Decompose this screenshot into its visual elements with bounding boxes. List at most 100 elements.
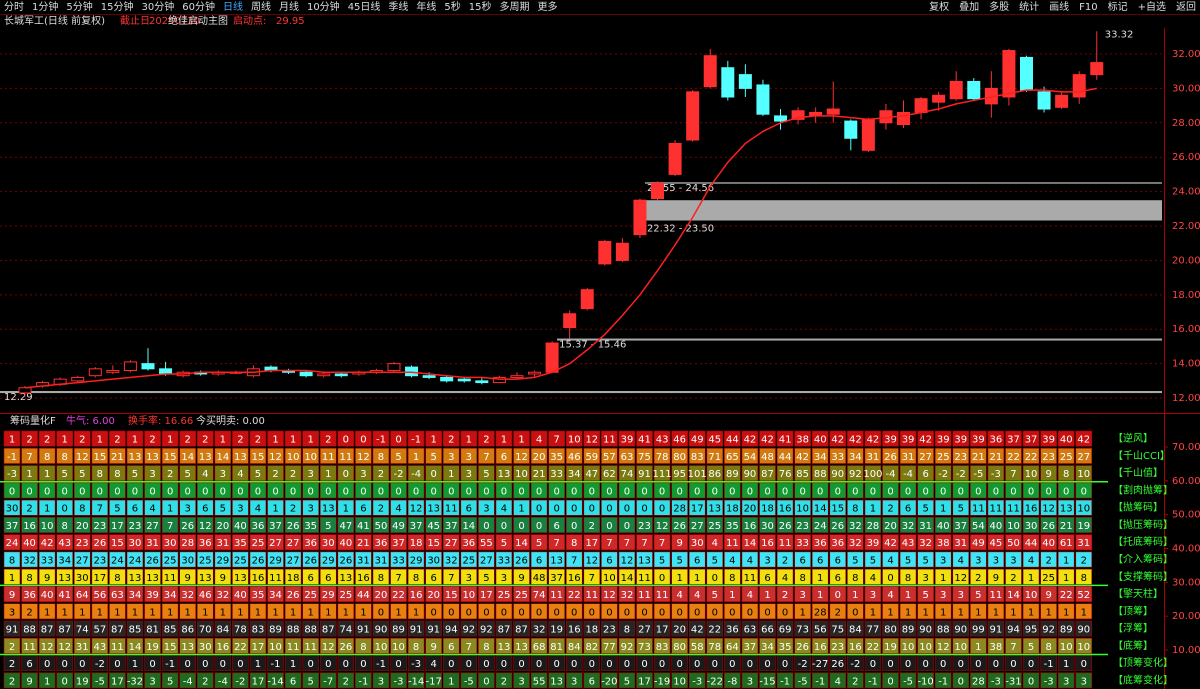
cell-value: 8 — [62, 521, 68, 532]
cell-value: 6 — [360, 504, 366, 515]
toolbar-tab[interactable]: 10分钟 — [307, 0, 340, 13]
cell-value: 3 — [149, 469, 155, 480]
toolbar-tab[interactable]: 周线 — [251, 0, 271, 13]
cell-value: 0 — [44, 486, 50, 497]
cell-value: 12 — [1042, 504, 1055, 515]
date-label: 截止日 — [120, 14, 150, 27]
toolbar-button[interactable]: +自选 — [1138, 0, 1166, 13]
cell — [355, 534, 372, 551]
cell-value: 37 — [410, 521, 423, 532]
cell — [513, 534, 530, 551]
cell-value: 3 — [958, 590, 964, 601]
cell-value: 0 — [729, 659, 735, 670]
cell — [934, 551, 952, 568]
toolbar-tab[interactable]: 5分钟 — [66, 0, 92, 13]
cell-value: 37 — [392, 538, 405, 549]
toolbar-tab[interactable]: 更多 — [538, 0, 558, 13]
cell-value: 1 — [870, 504, 876, 515]
cell — [934, 447, 952, 464]
cell — [794, 603, 811, 620]
toolbar-tab[interactable]: 分时 — [4, 1, 24, 13]
toolbar-button[interactable]: 返回 — [1176, 1, 1196, 13]
toolbar-tab[interactable]: 15分钟 — [101, 0, 134, 13]
cell-value: 0 — [799, 486, 805, 497]
cell-value: 5 — [624, 676, 630, 687]
cell-value: 43 — [656, 435, 669, 446]
cell — [917, 534, 934, 551]
candle-body — [826, 108, 840, 115]
cell — [1022, 586, 1040, 602]
toolbar-tab[interactable]: 45日线 — [348, 0, 381, 13]
cell — [934, 586, 952, 602]
cell — [565, 551, 583, 568]
toolbar-button[interactable]: 画线 — [1049, 0, 1069, 13]
candle-body — [123, 361, 137, 372]
toolbar-button[interactable]: 统计 — [1019, 0, 1039, 13]
cell-value: 32 — [902, 521, 915, 532]
cell-value: 9 — [9, 590, 15, 601]
cell-value: 31 — [867, 452, 880, 463]
toolbar-tab[interactable]: 年线 — [416, 0, 436, 13]
cell — [337, 551, 355, 568]
cell-value: 40 — [1042, 538, 1055, 549]
toolbar-tab[interactable]: 1分钟 — [32, 0, 58, 13]
toolbar-tab[interactable]: 多周期 — [500, 0, 530, 13]
toolbar-tab[interactable]: 5秒 — [444, 0, 460, 13]
cell — [776, 465, 794, 482]
cell — [548, 482, 565, 499]
cell — [337, 568, 355, 585]
cell — [934, 430, 952, 447]
toolbar-tab[interactable]: 15秒 — [469, 0, 492, 13]
cell-value: 0 — [624, 659, 630, 670]
toolbar-tab[interactable]: 季线 — [388, 0, 408, 13]
cell — [1005, 586, 1022, 602]
cell — [653, 603, 671, 620]
cell — [864, 568, 882, 585]
cell-value: 0 — [430, 607, 436, 618]
cell — [882, 499, 899, 516]
cell-value: 9 — [993, 573, 999, 584]
cell — [671, 586, 688, 602]
cell-value: 16 — [814, 642, 827, 653]
cell-value: 7 — [466, 642, 472, 653]
cell-value: 12 — [269, 452, 282, 463]
cell-value: 3 — [9, 607, 15, 618]
cell-value: 0 — [448, 486, 454, 497]
cell-value: 25 — [304, 590, 317, 601]
cell-value: 0 — [606, 504, 612, 515]
cell — [917, 603, 934, 620]
niuqi: 牛气: 6.00 — [66, 414, 115, 427]
cell — [56, 499, 74, 516]
toolbar-button[interactable]: 多股 — [989, 0, 1009, 13]
cell — [636, 586, 653, 602]
cell — [390, 499, 407, 516]
toolbar-tab[interactable]: 30分钟 — [141, 0, 174, 13]
cell — [442, 430, 460, 447]
cell-value: 2 — [1010, 573, 1016, 584]
cell — [917, 568, 934, 585]
toolbar-tab[interactable]: 月线 — [279, 0, 299, 13]
cell-value: 0 — [835, 486, 841, 497]
cell — [284, 586, 302, 602]
toolbar-button[interactable]: F10 — [1079, 2, 1097, 13]
toolbar-tab[interactable]: 日线 — [223, 0, 243, 13]
cell — [425, 603, 442, 620]
toolbar-button[interactable]: 叠加 — [959, 1, 979, 13]
cell — [109, 465, 126, 482]
cell-value: 29 — [269, 556, 282, 567]
toolbar-tab[interactable]: 60分钟 — [182, 0, 215, 13]
cell-value: 0 — [237, 659, 243, 670]
cell-value: 2 — [782, 556, 788, 567]
cell — [794, 499, 811, 516]
cell — [73, 551, 91, 568]
cell-value: 1 — [62, 435, 68, 446]
cell — [530, 603, 548, 620]
toolbar-button[interactable]: 复权 — [929, 0, 949, 13]
cell — [109, 551, 126, 568]
cell-value: 39 — [937, 435, 950, 446]
cell-value: 1 — [290, 607, 296, 618]
cell — [337, 447, 355, 464]
cell-value: 6 — [835, 556, 841, 567]
toolbar-button[interactable]: 标记 — [1108, 1, 1128, 13]
cell-value: 10 — [1077, 469, 1090, 480]
